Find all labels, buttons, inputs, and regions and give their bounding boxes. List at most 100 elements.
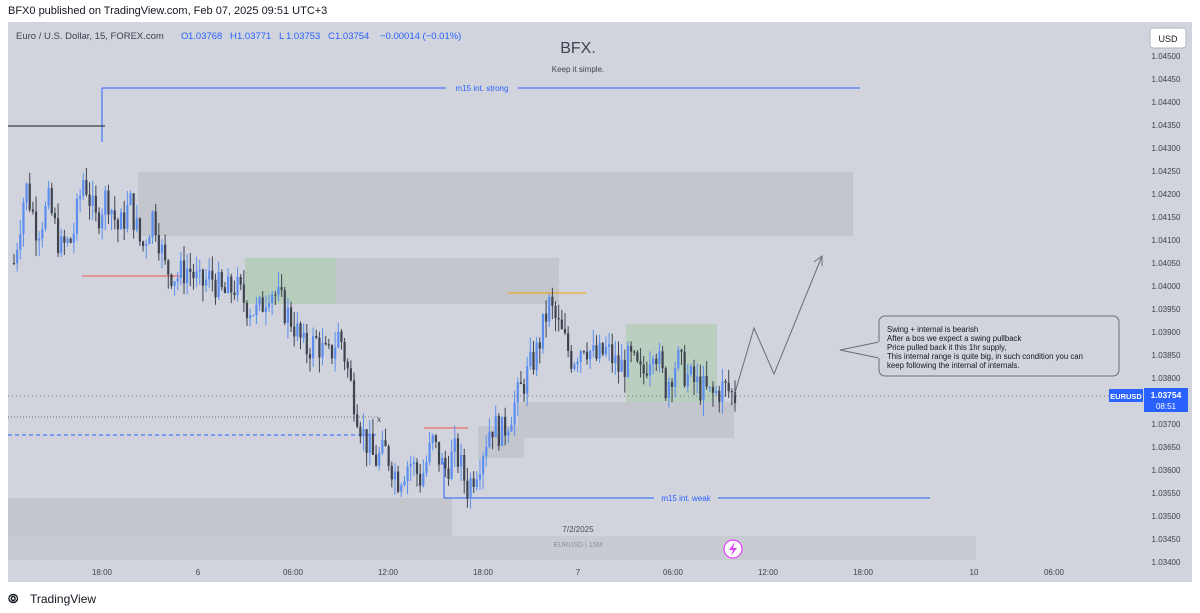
chart-frame[interactable]: m15 int. strong m15 int. weak x Euro / U… — [8, 22, 1192, 582]
candle-body — [337, 331, 340, 348]
candle-body — [362, 429, 365, 437]
candle-body — [31, 209, 34, 212]
candle-body — [371, 433, 375, 455]
candle-body — [50, 188, 53, 214]
candle-body — [699, 376, 702, 401]
time-tick-label: 6 — [196, 568, 201, 577]
currency-button[interactable] — [1149, 27, 1187, 49]
candle-body — [226, 276, 230, 294]
candle-body — [387, 446, 390, 466]
candle-body — [182, 260, 186, 284]
candle-body — [444, 457, 447, 469]
candle-body — [548, 296, 551, 322]
candle-body — [532, 351, 535, 370]
candle-body — [573, 364, 576, 369]
price-tick-label: 1.04000 — [1152, 282, 1181, 291]
price-tick-label: 1.03850 — [1152, 351, 1181, 360]
candle-body — [19, 234, 22, 251]
time-tick-label: 06:00 — [1044, 568, 1065, 577]
candle-body — [53, 213, 57, 219]
candle-body — [482, 456, 485, 475]
candle-body — [576, 361, 579, 365]
price-tick-label: 1.04200 — [1152, 190, 1181, 199]
candle-body — [658, 351, 661, 365]
candle-body — [428, 443, 431, 463]
candle-body — [157, 235, 160, 254]
candle-body — [595, 345, 598, 359]
candle-body — [664, 368, 667, 399]
candle-body — [195, 271, 198, 279]
ohlc-c-value: 1.03754 — [335, 31, 369, 42]
price-tick-label: 1.03800 — [1152, 374, 1181, 383]
candle-body — [510, 424, 513, 432]
candle-body — [261, 297, 264, 312]
time-tick-label: 10 — [970, 568, 979, 577]
price-tick-label: 1.04450 — [1152, 75, 1181, 84]
price-chart[interactable]: m15 int. strong m15 int. weak x Euro / U… — [8, 22, 1192, 582]
price-tag-countdown: 08:51 — [1156, 402, 1177, 411]
candle-body — [400, 485, 403, 492]
bottom-date: 7/2/2025 — [562, 525, 594, 534]
candle-body — [478, 474, 482, 480]
symbol-name[interactable]: Euro / U.S. Dollar, 15, FOREX.com — [16, 31, 164, 42]
footer-brand[interactable]: TradingView — [30, 592, 97, 606]
annotation-line-3: Price pulled back it this 1hr supply, — [887, 343, 1006, 352]
price-axis[interactable] — [1144, 22, 1192, 582]
annotation-line-2: After a bos we expect a swing pullback — [887, 334, 1021, 343]
candle-body — [674, 368, 677, 388]
time-axis[interactable] — [8, 562, 1144, 582]
candle-body — [242, 284, 245, 303]
candle-body — [683, 351, 686, 386]
candle-body — [151, 211, 154, 238]
candle-body — [434, 435, 437, 442]
candle-body — [63, 236, 66, 243]
supply-zone-1hr — [138, 172, 853, 236]
candle-body — [689, 366, 693, 375]
candle-body — [107, 190, 110, 215]
candle-body — [38, 238, 41, 241]
plot-area[interactable] — [8, 22, 1144, 562]
tradingview-logo-icon[interactable]: ⦾ — [8, 591, 19, 606]
candle-body — [110, 210, 113, 215]
footer: ⦾ TradingView — [0, 586, 1200, 613]
ohlc-change: −0.00014 (−0.01%) — [380, 31, 461, 42]
candle-body — [179, 260, 182, 279]
candle-body — [535, 342, 538, 370]
annotation-line-5: keep following the internal of internals… — [887, 361, 1020, 370]
candle-body — [645, 373, 648, 376]
candle-body — [456, 438, 460, 467]
candle-body — [60, 236, 63, 254]
candle-body — [277, 287, 280, 295]
bottom-symbol: EURUSD | 15M — [554, 542, 603, 549]
candle-body — [696, 376, 699, 383]
candle-body — [236, 276, 239, 296]
candle-body — [403, 481, 406, 486]
strong-label-bg — [446, 82, 518, 94]
candle-body — [453, 438, 456, 452]
candle-body — [724, 381, 727, 383]
candle-body — [567, 333, 570, 351]
watermark-title: BFX. — [560, 40, 596, 57]
candle-body — [692, 366, 696, 383]
candle-body — [302, 333, 305, 338]
candle-body — [507, 431, 510, 436]
candle-body — [160, 244, 164, 254]
candle-body — [466, 480, 469, 499]
candle-body — [138, 218, 142, 242]
candle-body — [711, 386, 715, 393]
price-tag-value: 1.03754 — [1151, 390, 1182, 400]
candle-body — [538, 342, 541, 349]
currency-label: USD — [1158, 34, 1178, 44]
candle-body — [409, 464, 412, 467]
watermark-subtitle: Keep it simple. — [552, 65, 604, 74]
candle-body — [252, 315, 255, 317]
candle-body — [378, 452, 381, 466]
candle-body — [437, 441, 441, 465]
bottom-demand-zone — [8, 498, 452, 540]
candle-body — [494, 416, 497, 438]
candle-body — [170, 274, 173, 286]
candle-body — [104, 190, 107, 215]
price-tick-label: 1.03950 — [1152, 305, 1181, 314]
candle-body — [639, 361, 642, 365]
price-tick-label: 1.03700 — [1152, 420, 1181, 429]
